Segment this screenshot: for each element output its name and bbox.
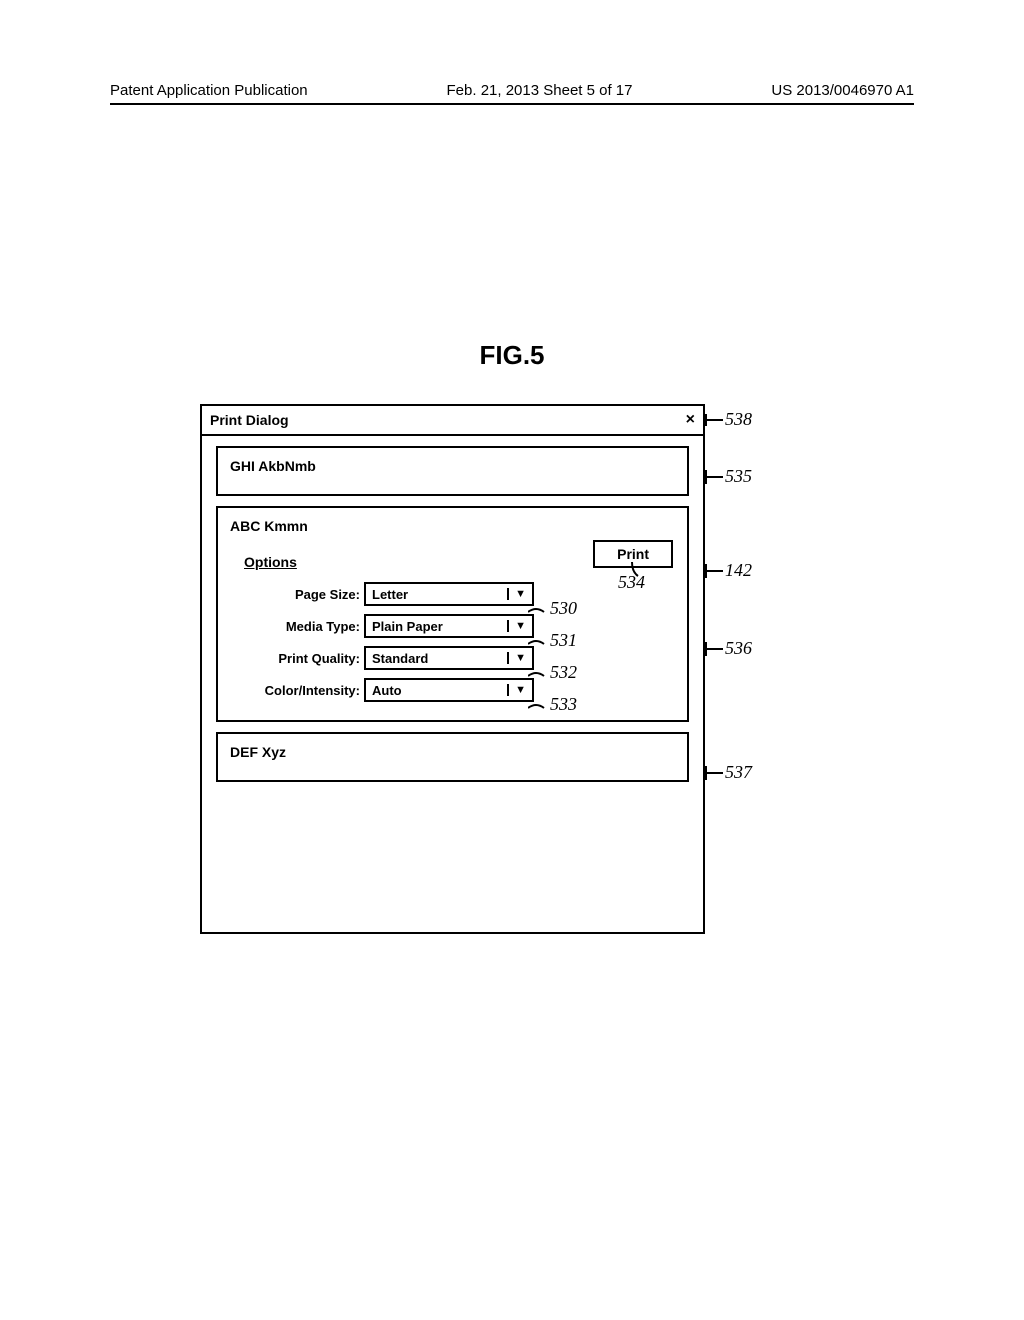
callout-531: 531 <box>550 630 577 651</box>
lead-line <box>705 648 723 650</box>
callout-538: 538 <box>725 409 752 430</box>
lead-line <box>705 419 723 421</box>
lead-tick <box>705 470 707 484</box>
dropdown-media-type-value: Plain Paper <box>372 619 507 634</box>
lead-line <box>705 476 723 478</box>
label-print-quality: Print Quality: <box>254 651 364 666</box>
label-media-type: Media Type: <box>254 619 364 634</box>
dropdown-color-intensity[interactable]: Auto ▼ <box>364 678 534 702</box>
options-heading: Options <box>244 554 297 570</box>
callout-535: 535 <box>725 466 752 487</box>
dropdown-page-size[interactable]: Letter ▼ <box>364 582 534 606</box>
callout-536: 536 <box>725 638 752 659</box>
callout-534: 534 <box>618 572 645 593</box>
panel-ghi-title: GHI AkbNmb <box>230 458 316 474</box>
dropdown-color-intensity-value: Auto <box>372 683 507 698</box>
lead-curve <box>528 700 550 716</box>
chevron-down-icon: ▼ <box>507 620 526 632</box>
dropdown-print-quality-value: Standard <box>372 651 507 666</box>
option-row-print-quality: Print Quality: Standard ▼ <box>254 646 675 670</box>
chevron-down-icon: ▼ <box>507 652 526 664</box>
callout-532: 532 <box>550 662 577 683</box>
panel-abc: ABC Kmmn Print Options Page Size: Letter… <box>216 506 689 722</box>
dialog-titlebar: Print Dialog × <box>202 406 703 436</box>
print-dialog-window: Print Dialog × GHI AkbNmb ABC Kmmn Print… <box>200 404 705 934</box>
lead-tick <box>705 564 707 578</box>
header-center: Feb. 21, 2013 Sheet 5 of 17 <box>447 82 633 99</box>
option-row-color-intensity: Color/Intensity: Auto ▼ <box>254 678 675 702</box>
panel-def-title: DEF Xyz <box>230 744 286 760</box>
callout-533: 533 <box>550 694 577 715</box>
dialog-title: Print Dialog <box>210 412 289 428</box>
close-icon[interactable]: × <box>686 412 695 428</box>
label-page-size: Page Size: <box>254 587 364 602</box>
header-left: Patent Application Publication <box>110 82 308 99</box>
lead-curve <box>528 636 550 652</box>
lead-curve <box>528 668 550 684</box>
lead-tick <box>705 766 707 780</box>
lead-line <box>705 772 723 774</box>
chevron-down-icon: ▼ <box>507 588 526 600</box>
dropdown-print-quality[interactable]: Standard ▼ <box>364 646 534 670</box>
chevron-down-icon: ▼ <box>507 684 526 696</box>
option-row-media-type: Media Type: Plain Paper ▼ <box>254 614 675 638</box>
option-row-page-size: Page Size: Letter ▼ <box>254 582 675 606</box>
lead-tick <box>705 642 707 656</box>
figure-label: FIG.5 <box>0 340 1024 371</box>
patent-page-header: Patent Application Publication Feb. 21, … <box>110 82 914 105</box>
dropdown-media-type[interactable]: Plain Paper ▼ <box>364 614 534 638</box>
panel-ghi: GHI AkbNmb <box>216 446 689 496</box>
header-right: US 2013/0046970 A1 <box>771 82 914 99</box>
lead-curve <box>528 604 550 620</box>
callout-142: 142 <box>725 560 752 581</box>
dropdown-page-size-value: Letter <box>372 587 507 602</box>
lead-line <box>705 570 723 572</box>
lead-tick <box>705 414 707 426</box>
callout-530: 530 <box>550 598 577 619</box>
callout-537: 537 <box>725 762 752 783</box>
panel-def: DEF Xyz <box>216 732 689 782</box>
label-color-intensity: Color/Intensity: <box>254 683 364 698</box>
panel-abc-title: ABC Kmmn <box>230 518 308 534</box>
